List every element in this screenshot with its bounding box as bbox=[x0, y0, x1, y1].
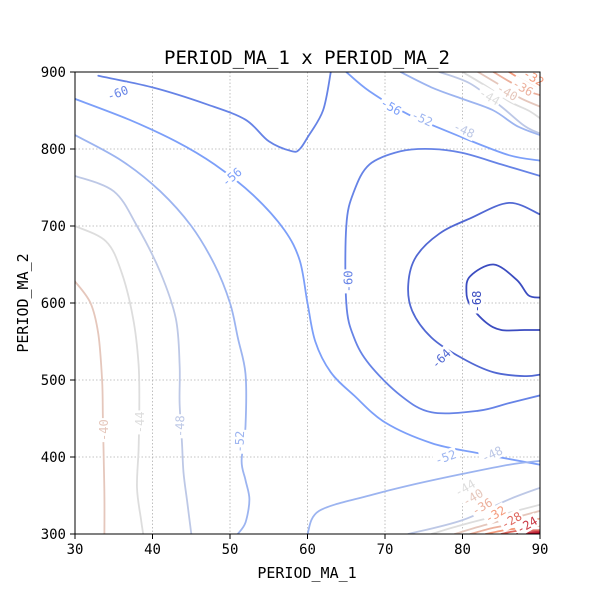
svg-text:-44: -44 bbox=[133, 412, 147, 434]
x-tick-label: 60 bbox=[299, 542, 316, 558]
svg-text:-60: -60 bbox=[105, 83, 130, 104]
x-tick-label: 40 bbox=[144, 542, 161, 558]
svg-text:-40: -40 bbox=[97, 419, 111, 441]
x-axis-label: PERIOD_MA_1 bbox=[257, 564, 356, 582]
contour-label: -48 bbox=[172, 414, 187, 439]
x-tick-label: 70 bbox=[377, 542, 394, 558]
contour-label: -40 bbox=[96, 418, 111, 443]
y-axis-label: PERIOD_MA_2 bbox=[14, 253, 32, 352]
contour-label: -60 bbox=[103, 82, 132, 104]
contour-line bbox=[461, 72, 540, 120]
contour-lines bbox=[75, 72, 540, 534]
svg-text:-68: -68 bbox=[470, 291, 484, 313]
contour-label: -68 bbox=[469, 289, 484, 314]
contour-line bbox=[465, 263, 540, 332]
y-tick-label: 400 bbox=[41, 450, 66, 466]
contour-label: -44 bbox=[132, 410, 147, 435]
y-tick-label: 900 bbox=[41, 65, 66, 81]
y-tick-label: 600 bbox=[41, 296, 66, 312]
contour-line bbox=[75, 280, 106, 534]
svg-text:-48: -48 bbox=[173, 415, 187, 437]
contour-line bbox=[97, 72, 332, 153]
y-tick-label: 300 bbox=[41, 527, 66, 543]
x-tick-label: 90 bbox=[532, 542, 549, 558]
contour-line bbox=[407, 201, 540, 378]
contour-line bbox=[75, 225, 145, 534]
contour-line bbox=[75, 134, 251, 534]
svg-text:-52: -52 bbox=[433, 447, 458, 468]
y-tick-label: 700 bbox=[41, 219, 66, 235]
svg-text:-52: -52 bbox=[232, 431, 247, 453]
y-tick-label: 800 bbox=[41, 142, 66, 158]
contour-line bbox=[430, 503, 540, 534]
y-tick-label: 500 bbox=[41, 373, 66, 389]
contour-line bbox=[438, 72, 540, 135]
contour-line bbox=[344, 147, 540, 415]
contour-line bbox=[399, 72, 540, 136]
svg-text:-60: -60 bbox=[341, 271, 355, 293]
contour-line bbox=[345, 72, 540, 162]
contour-line bbox=[75, 175, 193, 534]
contour-line bbox=[75, 98, 540, 466]
x-tick-label: 80 bbox=[454, 542, 471, 558]
contour-label: -52 bbox=[431, 446, 460, 468]
contour-line bbox=[306, 460, 540, 534]
x-tick-label: 50 bbox=[222, 542, 239, 558]
x-tick-label: 30 bbox=[67, 542, 84, 558]
axis-ticks: 30 40 50 60 70 80 90 300 400 500 600 700 800 900 bbox=[41, 65, 549, 558]
contour-labels: -60-56-52-48-44-40-60-64-68-56-52-48-44-… bbox=[96, 65, 548, 537]
contour-label: -52 bbox=[231, 429, 247, 454]
contour-label: -60 bbox=[340, 269, 355, 294]
chart-title: PERIOD_MA_1 x PERIOD_MA_2 bbox=[164, 47, 450, 69]
